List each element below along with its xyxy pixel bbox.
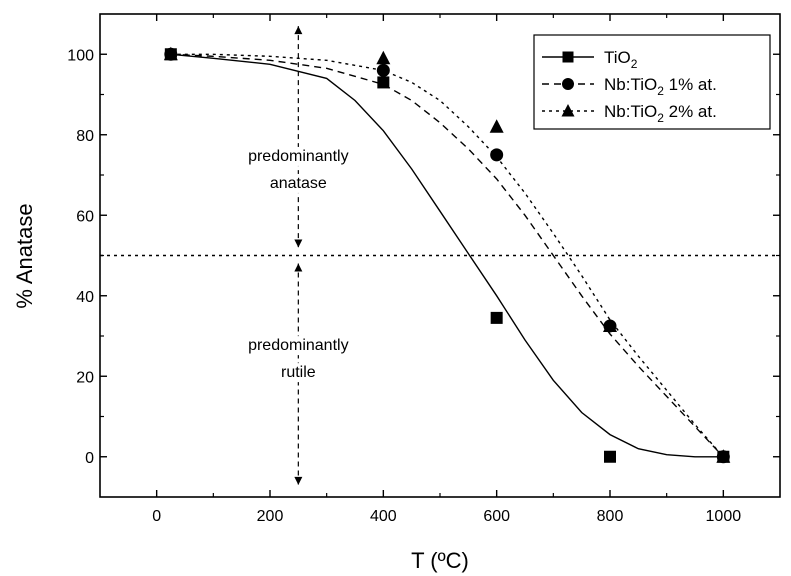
series-markers: [163, 46, 731, 464]
annotation-anatase-line: predominantly: [248, 148, 349, 165]
data-point-triangle: [376, 50, 391, 65]
legend-label-main: TiO: [604, 48, 631, 67]
legend-label-tail: 2% at.: [664, 102, 717, 121]
data-point-circle: [490, 148, 504, 162]
data-point-triangle: [603, 318, 617, 332]
annotations: predominantly anatase predominantly rutile: [245, 146, 352, 383]
legend-label: Nb:TiO2 1% at.: [604, 75, 717, 98]
arrowhead-up-icon: [294, 26, 303, 35]
legend-label-tail: 1% at.: [664, 75, 717, 94]
legend-label-subscript: 2: [657, 111, 664, 125]
y-tick-label: 20: [76, 369, 94, 386]
annotation-background: [245, 146, 352, 166]
x-tick-label: 600: [483, 508, 510, 525]
legend-marker-square: [562, 51, 574, 63]
data-point-triangle: [716, 449, 731, 463]
y-tick-label: 0: [85, 450, 94, 467]
annotation-background: [277, 363, 319, 383]
x-tick-label: 0: [152, 508, 161, 525]
x-tick-label: 800: [597, 508, 624, 525]
data-point-square: [604, 450, 616, 463]
legend-label-main: Nb:TiO: [604, 102, 657, 121]
arrowhead-down-icon: [294, 476, 303, 485]
y-tick-label: 40: [76, 289, 94, 306]
annotation-rutile-line: predominantly: [248, 337, 349, 354]
legend-label: Nb:TiO2 2% at.: [604, 102, 717, 125]
annotation-anatase-line: anatase: [270, 175, 327, 192]
x-tick-label: 200: [257, 508, 284, 525]
data-point-square: [490, 311, 503, 324]
x-tick-label: 400: [370, 508, 397, 525]
y-tick-label: 80: [76, 128, 94, 145]
x-tick-label: 1000: [706, 508, 742, 525]
annotation-rutile-line: rutile: [281, 364, 316, 381]
annotation-background: [266, 173, 330, 193]
arrowhead-up-icon: [294, 263, 303, 272]
legend-label-subscript: 2: [631, 57, 638, 71]
legend-marker-circle: [562, 78, 574, 90]
legend-marker-triangle: [561, 104, 575, 117]
x-axis-title: T (ºC): [411, 548, 469, 573]
y-axis-title: % Anatase: [12, 203, 37, 308]
y-tick-label: 60: [76, 208, 94, 225]
legend-label-main: Nb:TiO: [604, 75, 657, 94]
data-point-circle: [376, 63, 390, 77]
data-point-square: [377, 76, 390, 89]
legend-label-subscript: 2: [657, 84, 664, 98]
series-line-2: [170, 53, 724, 458]
data-point-triangle: [163, 46, 178, 61]
legend-label: TiO2: [604, 48, 638, 71]
y-tick-label: 100: [67, 47, 94, 64]
x-axis-ticks: 0 200 400 600 800 1000: [152, 14, 741, 525]
annotation-background: [245, 336, 352, 356]
arrowhead-down-icon: [294, 239, 303, 248]
data-point-triangle: [489, 119, 504, 133]
series-line-1: [170, 53, 724, 458]
y-axis-ticks: 0 20 40 60 80 100: [67, 47, 780, 467]
